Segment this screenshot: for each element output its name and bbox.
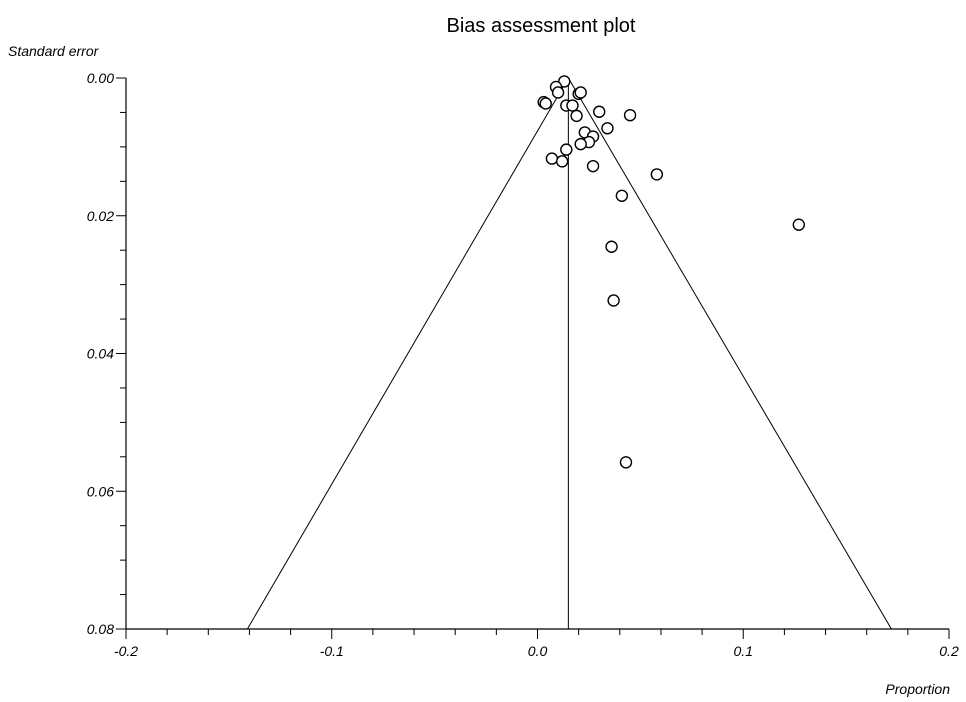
study-point <box>792 218 806 231</box>
study-point <box>566 99 579 112</box>
study-point <box>574 86 587 99</box>
y-tick-label: 0.08 <box>87 621 114 637</box>
study-point <box>593 105 606 118</box>
right-funnel-limit <box>567 77 892 630</box>
study-point <box>551 86 565 99</box>
y-tick-label: 0.00 <box>87 70 114 86</box>
study-point <box>539 97 552 110</box>
study-point <box>555 155 569 168</box>
x-tick-label: 0.1 <box>734 643 753 659</box>
y-axis-title: Standard error <box>8 43 100 59</box>
chart-title: Bias assessment plot <box>447 15 636 37</box>
y-tick-label: 0.04 <box>87 346 114 362</box>
study-point <box>650 168 664 181</box>
x-tick-label: -0.2 <box>114 643 138 659</box>
study-point <box>545 152 559 165</box>
study-point <box>570 109 583 123</box>
study-point <box>601 122 614 135</box>
y-tick-label: 0.06 <box>87 483 114 499</box>
study-point <box>586 159 600 173</box>
funnel-limits <box>246 77 892 630</box>
x-axis-title: Proportion <box>885 681 950 697</box>
study-point <box>619 456 633 469</box>
study-point <box>615 189 629 202</box>
study-point <box>607 294 620 307</box>
x-tick-label: 0.2 <box>939 643 959 659</box>
y-tick-label: 0.02 <box>87 208 114 224</box>
study-point <box>605 240 618 253</box>
left-funnel-limit <box>246 77 569 630</box>
study-point <box>623 108 637 122</box>
study-point <box>574 137 587 151</box>
x-tick-label: -0.1 <box>320 643 344 659</box>
x-tick-label: 0.0 <box>528 643 548 659</box>
study-points <box>537 75 806 469</box>
axis-ticks: -0.2 -0.1 0.0 0.1 0.2 0.00 0.02 0.04 0.06 0.08 <box>87 70 959 659</box>
study-point <box>560 143 573 156</box>
